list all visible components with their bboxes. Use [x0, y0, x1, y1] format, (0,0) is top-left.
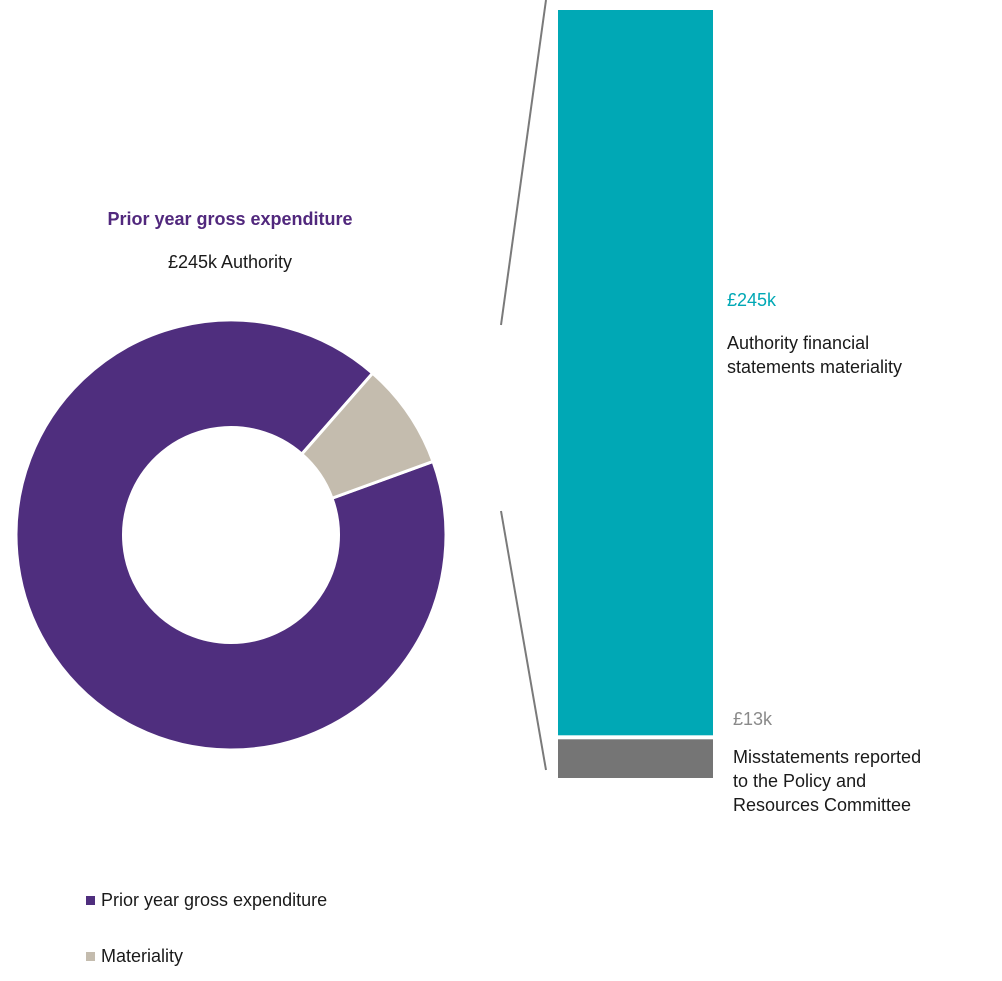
legend-swatch-expenditure	[86, 896, 95, 905]
misstatements-value-label: £13k	[733, 709, 773, 729]
materiality-description: Authority financial statements materiali…	[727, 331, 902, 379]
legend-item: Prior year gross expenditure	[86, 890, 327, 911]
legend-label: Prior year gross expenditure	[101, 890, 328, 910]
misstatements-description-line: to the Policy and	[733, 771, 867, 791]
connector-line-top	[500, 0, 547, 326]
legend-item: Materiality	[86, 946, 183, 967]
bar-segment-materiality	[558, 10, 713, 736]
misstatements-description-line: Misstatements reported	[733, 747, 922, 767]
bar-segment-misstatements	[558, 739, 713, 778]
materiality-description-line: Authority financial	[727, 333, 870, 353]
donut-slice-materiality	[299, 371, 435, 501]
donut-subtitle: £245k Authority	[167, 252, 293, 272]
legend-swatch-materiality	[86, 952, 95, 961]
donut-chart	[14, 318, 448, 752]
misstatements-description-line: Resources Committee	[733, 795, 912, 815]
stacked-bar	[558, 10, 713, 778]
donut-title: Prior year gross expenditure	[107, 209, 353, 229]
legend-label: Materiality	[101, 946, 184, 966]
materiality-description-line: statements materiality	[727, 357, 903, 377]
donut-slice-expenditure	[14, 318, 448, 752]
materiality-value-label: £245k	[727, 290, 777, 310]
connector-line-bottom	[500, 510, 547, 771]
misstatements-description: Misstatements reported to the Policy and…	[733, 745, 921, 817]
